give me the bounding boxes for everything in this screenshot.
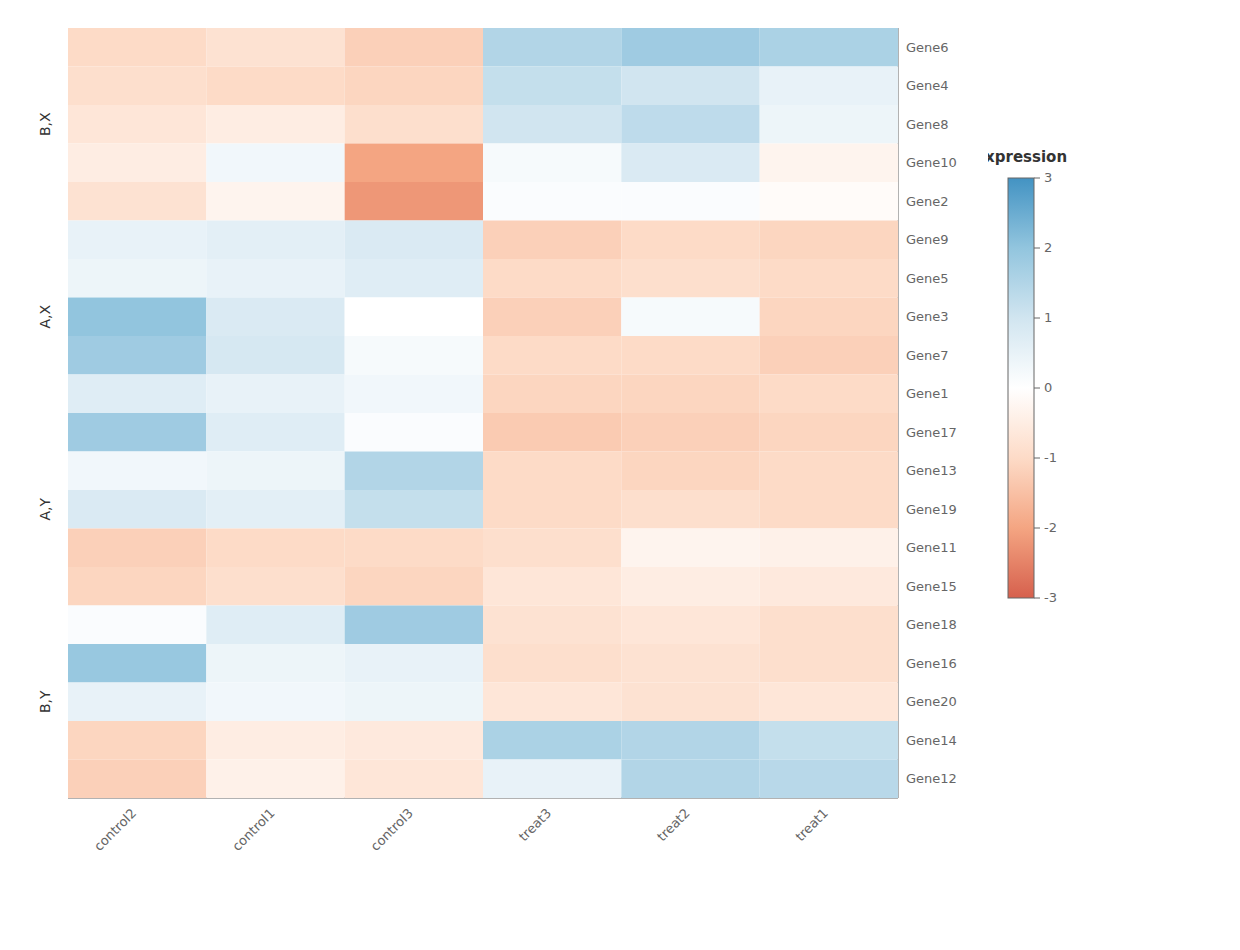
svg-text:Gene5: Gene5: [906, 271, 949, 286]
svg-text:-1: -1: [1044, 450, 1057, 465]
svg-text:control3: control3: [368, 806, 416, 854]
svg-text:Gene17: Gene17: [906, 425, 957, 440]
svg-text:0: 0: [1044, 380, 1052, 395]
svg-text:Gene4: Gene4: [906, 78, 949, 93]
svg-text:Gene9: Gene9: [906, 232, 949, 247]
svg-text:A,Y: A,Y: [37, 498, 53, 521]
svg-text:3: 3: [1044, 170, 1052, 185]
svg-text:A,X: A,X: [37, 305, 53, 329]
svg-text:control2: control2: [91, 806, 139, 854]
svg-text:1: 1: [1044, 310, 1052, 325]
svg-text:Gene3: Gene3: [906, 309, 949, 324]
svg-text:treat2: treat2: [654, 806, 693, 845]
svg-text:-3: -3: [1044, 590, 1057, 605]
svg-text:Gene20: Gene20: [906, 694, 957, 709]
svg-text:Gene11: Gene11: [906, 540, 957, 555]
svg-text:control1: control1: [229, 806, 277, 854]
svg-text:Gene14: Gene14: [906, 733, 957, 748]
svg-text:treat3: treat3: [516, 806, 555, 845]
svg-text:B,X: B,X: [37, 112, 53, 136]
svg-text:expression: expression: [988, 148, 1067, 166]
svg-text:Gene1: Gene1: [906, 386, 949, 401]
svg-text:Gene7: Gene7: [906, 348, 949, 363]
svg-text:2: 2: [1044, 240, 1052, 255]
svg-text:Gene15: Gene15: [906, 579, 957, 594]
svg-text:Gene12: Gene12: [906, 771, 957, 786]
svg-text:-2: -2: [1044, 520, 1057, 535]
svg-text:Gene16: Gene16: [906, 656, 957, 671]
svg-text:Gene8: Gene8: [906, 117, 949, 132]
svg-text:Gene18: Gene18: [906, 617, 957, 632]
svg-text:Gene19: Gene19: [906, 502, 957, 517]
svg-text:Gene2: Gene2: [906, 194, 949, 209]
svg-text:treat1: treat1: [792, 806, 831, 845]
svg-text:Gene13: Gene13: [906, 463, 957, 478]
svg-text:Gene6: Gene6: [906, 40, 949, 55]
svg-text:B,Y: B,Y: [37, 690, 53, 713]
svg-text:Gene10: Gene10: [906, 155, 957, 170]
